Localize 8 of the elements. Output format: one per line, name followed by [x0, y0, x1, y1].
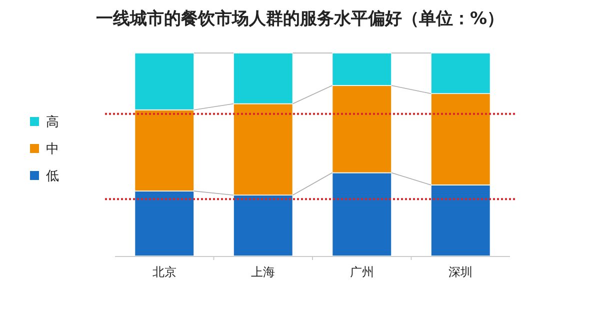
- x-tick-label: 北京: [152, 265, 176, 279]
- legend-label: 低: [46, 169, 59, 184]
- chart-title: 一线城市的餐饮市场人群的服务水平偏好（单位：%）: [96, 9, 504, 29]
- legend-label: 高: [46, 114, 59, 130]
- legend-label: 中: [46, 142, 59, 157]
- x-tick-label: 广州: [350, 265, 374, 279]
- x-tick-label: 上海: [251, 265, 276, 279]
- x-tick-label: 深圳: [448, 265, 473, 279]
